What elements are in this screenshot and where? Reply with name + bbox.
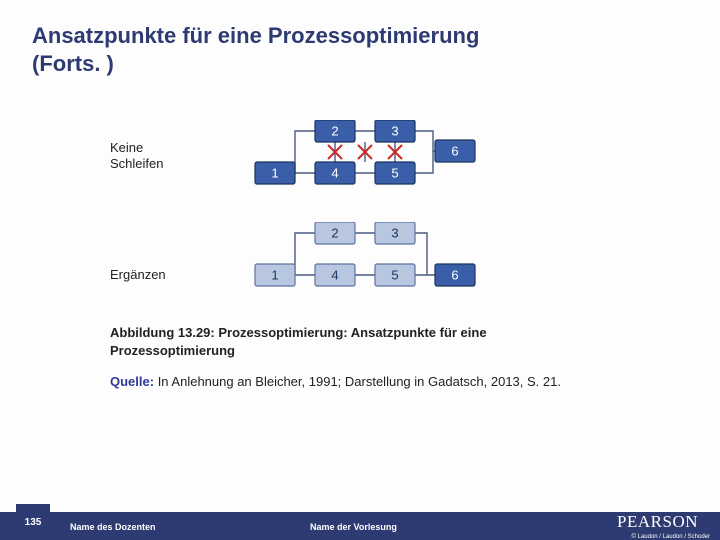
node-1: 1: [271, 166, 278, 181]
footer-lecture-name: Name der Vorlesung: [310, 522, 397, 532]
diagram1-svg: 2 3 1 4 5 6: [205, 120, 505, 192]
node-2: 2: [331, 124, 338, 139]
node-3: 3: [391, 226, 398, 241]
copyright: © Laudon / Laudon / Schoder: [632, 534, 710, 540]
node-4: 4: [331, 268, 338, 283]
node-5: 5: [391, 166, 398, 181]
source-text: In Anlehnung an Bleicher, 1991; Darstell…: [154, 374, 561, 389]
footer-lecturer: Name des Dozenten: [70, 522, 156, 532]
node-1: 1: [271, 268, 278, 283]
diagram2-svg: 2 3 1 4 5 6: [205, 222, 505, 294]
node-2: 2: [331, 226, 338, 241]
diagram2-label: Ergänzen: [110, 233, 205, 283]
node-6: 6: [451, 144, 458, 159]
title-line-1: Ansatzpunkte für eine Prozessoptimierung: [32, 23, 479, 48]
source-label: Quelle:: [110, 374, 154, 389]
node-5: 5: [391, 268, 398, 283]
footer: 135 Name des Dozenten Name der Vorlesung…: [0, 498, 720, 540]
diagram1-label: Keine Schleifen: [110, 140, 205, 171]
node-6: 6: [451, 268, 458, 283]
slide-title: Ansatzpunkte für eine Prozessoptimierung…: [32, 22, 479, 77]
diagram-ergaenzen: Ergänzen 2 3 1 4: [110, 222, 610, 294]
figure-caption: Abbildung 13.29: Prozessoptimierung: Ans…: [110, 324, 610, 359]
figure-source: Quelle: In Anlehnung an Bleicher, 1991; …: [110, 373, 610, 391]
title-line-2: (Forts. ): [32, 51, 114, 76]
node-3: 3: [391, 124, 398, 139]
content-area: Keine Schleifen: [110, 120, 610, 391]
node-4: 4: [331, 166, 338, 181]
diagram-keine-schleifen: Keine Schleifen: [110, 120, 610, 192]
page-number: 135: [16, 504, 50, 540]
pearson-logo: PEARSON: [617, 504, 698, 532]
